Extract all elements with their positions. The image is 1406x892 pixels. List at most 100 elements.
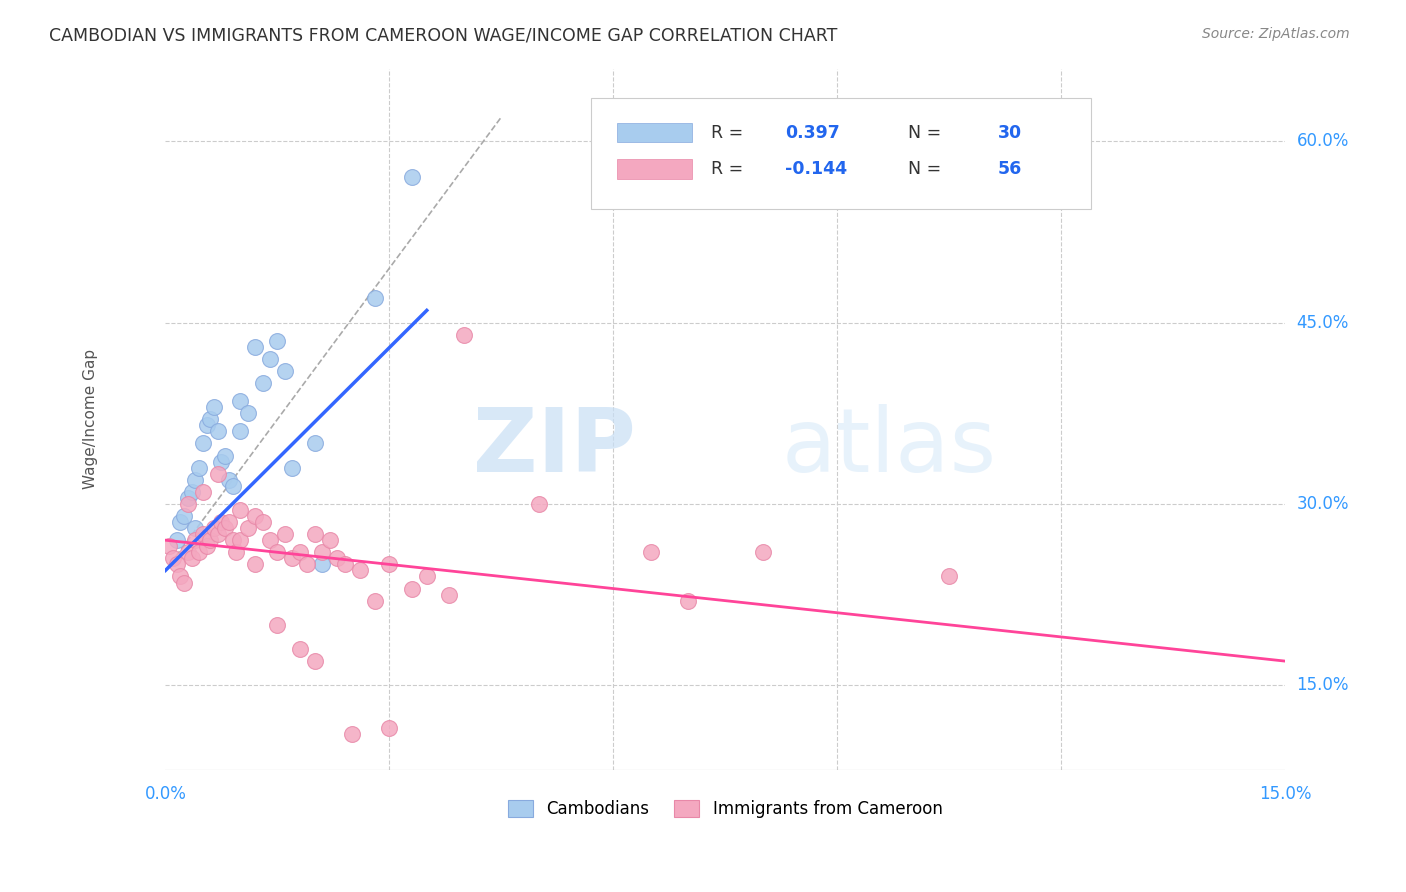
Point — [177, 545, 200, 559]
Point — [209, 454, 232, 468]
Point — [184, 521, 207, 535]
Point — [243, 340, 266, 354]
Point — [297, 558, 319, 572]
Text: R =: R = — [710, 124, 748, 142]
Text: R =: R = — [710, 160, 748, 178]
Text: 0.397: 0.397 — [785, 124, 839, 142]
Text: 15.0%: 15.0% — [1260, 784, 1312, 803]
Point — [225, 545, 247, 559]
Point — [236, 406, 259, 420]
Point — [416, 569, 439, 583]
Point — [304, 527, 326, 541]
Point — [363, 291, 385, 305]
Point — [378, 558, 401, 572]
Point — [401, 170, 423, 185]
FancyBboxPatch shape — [617, 123, 692, 143]
FancyBboxPatch shape — [591, 97, 1091, 209]
Point — [202, 521, 225, 535]
Point — [207, 527, 229, 541]
Point — [180, 484, 202, 499]
Point — [202, 400, 225, 414]
Point — [259, 351, 281, 366]
Point — [333, 558, 356, 572]
Text: 30.0%: 30.0% — [1296, 495, 1350, 513]
Point — [229, 394, 252, 409]
Text: Wage/Income Gap: Wage/Income Gap — [83, 349, 98, 490]
Text: ZIP: ZIP — [472, 404, 636, 491]
Point — [218, 515, 240, 529]
Point — [281, 460, 304, 475]
Point — [218, 473, 240, 487]
Point — [200, 412, 222, 426]
Legend: Cambodians, Immigrants from Cameroon: Cambodians, Immigrants from Cameroon — [502, 793, 949, 825]
Point — [266, 334, 288, 348]
Point — [311, 558, 333, 572]
Point — [274, 364, 297, 378]
Text: Source: ZipAtlas.com: Source: ZipAtlas.com — [1202, 27, 1350, 41]
Point — [177, 497, 200, 511]
Point — [401, 582, 423, 596]
Point — [162, 551, 184, 566]
Point — [214, 449, 236, 463]
Point — [304, 654, 326, 668]
Point — [191, 527, 214, 541]
Point — [221, 479, 243, 493]
Point — [453, 327, 475, 342]
Point — [243, 558, 266, 572]
Point — [195, 539, 218, 553]
Point — [676, 593, 699, 607]
Point — [266, 545, 288, 559]
Text: 60.0%: 60.0% — [1296, 132, 1348, 150]
Point — [288, 642, 311, 657]
Point — [177, 491, 200, 505]
Point — [938, 569, 960, 583]
Point — [311, 545, 333, 559]
Text: 30: 30 — [998, 124, 1022, 142]
Point — [157, 539, 180, 553]
Point — [752, 545, 775, 559]
Point — [274, 527, 297, 541]
Text: 0.0%: 0.0% — [145, 784, 187, 803]
Point — [304, 436, 326, 450]
Point — [527, 497, 550, 511]
Point — [349, 564, 371, 578]
Text: 15.0%: 15.0% — [1296, 676, 1350, 694]
Text: -0.144: -0.144 — [785, 160, 848, 178]
Point — [378, 721, 401, 735]
Point — [169, 515, 191, 529]
Point — [236, 521, 259, 535]
Point — [207, 467, 229, 481]
Point — [184, 533, 207, 548]
Point — [214, 521, 236, 535]
Point — [340, 727, 363, 741]
Text: N =: N = — [897, 124, 946, 142]
Point — [252, 515, 274, 529]
Point — [195, 418, 218, 433]
Point — [363, 593, 385, 607]
Point — [188, 460, 211, 475]
Point — [173, 575, 195, 590]
Point — [209, 515, 232, 529]
Point — [640, 545, 662, 559]
Point — [326, 551, 349, 566]
Point — [319, 533, 342, 548]
Point — [288, 545, 311, 559]
Point — [229, 503, 252, 517]
Point — [173, 508, 195, 523]
Point — [281, 551, 304, 566]
Point — [191, 436, 214, 450]
Point — [166, 533, 188, 548]
Point — [207, 425, 229, 439]
Point — [169, 569, 191, 583]
Point — [188, 545, 211, 559]
Point — [191, 484, 214, 499]
Point — [229, 425, 252, 439]
Point — [184, 473, 207, 487]
FancyBboxPatch shape — [617, 160, 692, 178]
Point — [229, 533, 252, 548]
Point — [243, 508, 266, 523]
Text: CAMBODIAN VS IMMIGRANTS FROM CAMEROON WAGE/INCOME GAP CORRELATION CHART: CAMBODIAN VS IMMIGRANTS FROM CAMEROON WA… — [49, 27, 838, 45]
Point — [166, 558, 188, 572]
Point — [180, 551, 202, 566]
Text: atlas: atlas — [782, 404, 997, 491]
